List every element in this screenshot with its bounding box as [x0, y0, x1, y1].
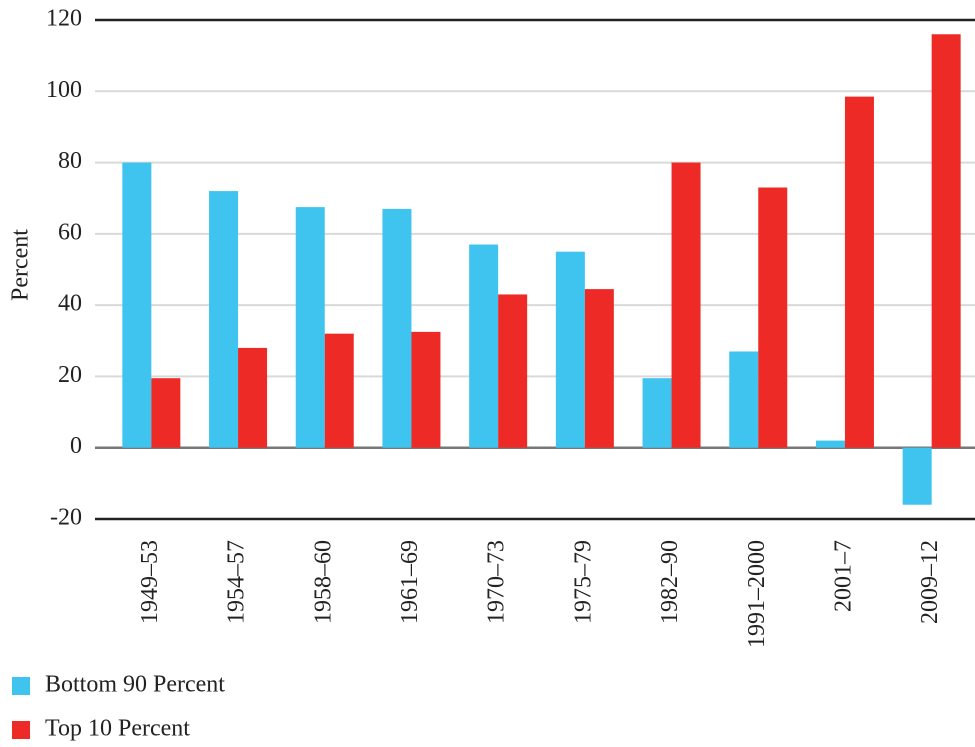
y-tick-label: -20	[50, 505, 82, 531]
y-tick-label: 0	[70, 433, 82, 459]
y-tick-label: 80	[58, 148, 82, 174]
x-tick-label: 1975–79	[570, 540, 596, 624]
bar	[382, 208, 412, 448]
bar	[498, 294, 528, 448]
bar	[555, 251, 585, 448]
bar	[411, 331, 441, 448]
legend-label: Bottom 90 Percent	[45, 672, 225, 698]
bar	[469, 244, 499, 448]
y-tick-label: 60	[58, 219, 82, 245]
bar	[238, 347, 268, 448]
legend-swatch	[12, 721, 30, 739]
bar	[758, 187, 788, 448]
x-tick-label: 1982–90	[657, 540, 683, 624]
x-tick-label: 1954–57	[224, 540, 250, 624]
bar	[584, 289, 614, 448]
x-tick-label: 2009–12	[917, 540, 943, 624]
y-tick-label: 40	[58, 291, 82, 317]
bar	[931, 34, 961, 448]
bar	[844, 96, 874, 448]
bar	[151, 378, 181, 448]
bar	[729, 351, 759, 448]
y-axis-label: Percent	[8, 229, 34, 301]
bar	[122, 162, 152, 448]
x-tick-label: 1961–69	[397, 540, 423, 624]
bar	[324, 333, 354, 448]
y-tick-label: 100	[46, 77, 82, 103]
x-tick-label: 2001–7	[830, 540, 856, 612]
bar	[815, 440, 845, 448]
bar	[671, 162, 701, 448]
y-tick-label: 120	[46, 6, 82, 32]
x-tick-label: 1970–73	[484, 540, 510, 624]
x-tick-label: 1949–53	[137, 540, 163, 624]
legend-label: Top 10 Percent	[45, 716, 190, 742]
y-tick-label: 20	[58, 362, 82, 388]
bar	[209, 191, 239, 448]
x-tick-label: 1958–60	[310, 540, 336, 624]
bar	[902, 447, 932, 505]
x-tick-label: 1991–2000	[744, 540, 770, 648]
bar	[295, 207, 325, 448]
legend-swatch	[12, 677, 30, 695]
bar	[642, 378, 672, 448]
